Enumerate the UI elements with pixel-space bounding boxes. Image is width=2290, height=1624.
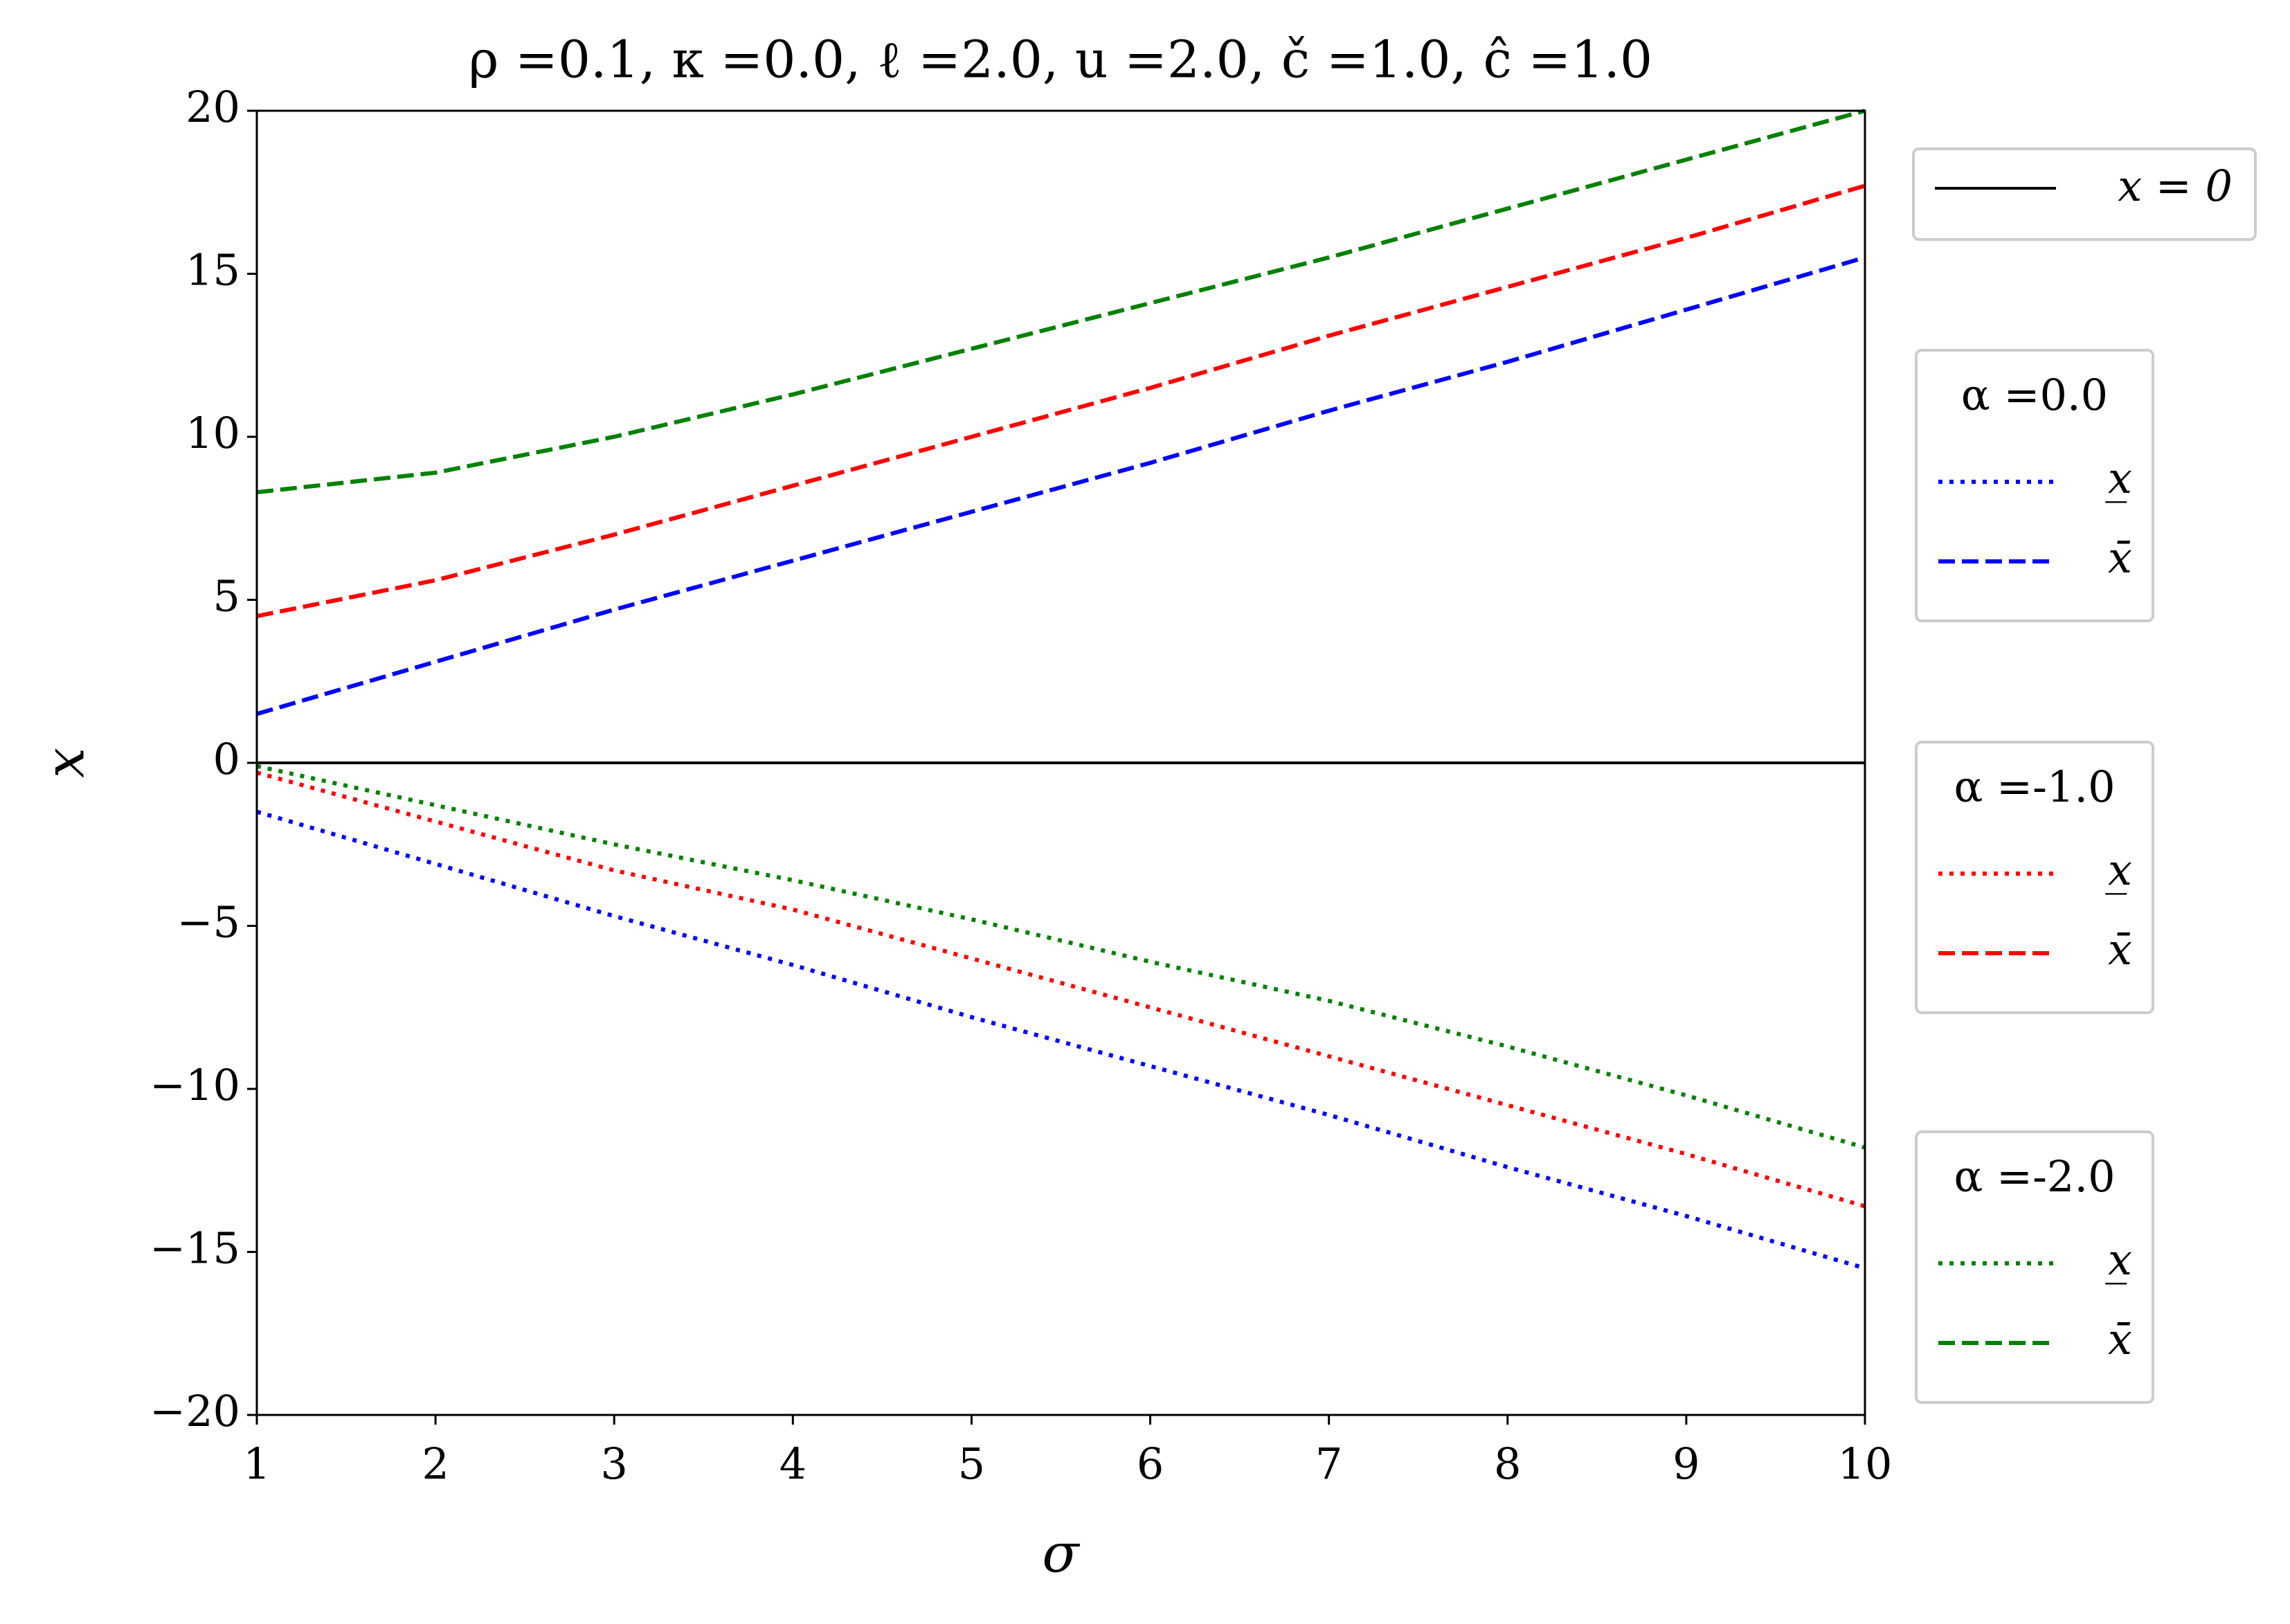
legend-label: x̲ [2105,845,2132,895]
legend-title: α =-2.0 [1954,1151,2115,1202]
y-tick-label: 15 [186,245,240,296]
x-axis-label: σ [1042,1523,1080,1585]
legend-label: x̄ [2108,532,2132,583]
x-tick-label: 3 [600,1438,627,1489]
x-tick-label: 7 [1315,1438,1342,1489]
legend-box [1915,741,2154,1014]
legend-label: x̲ [2105,1234,2132,1285]
series-line [256,809,1866,1270]
legend-title: α =-1.0 [1954,761,2115,812]
y-tick-label: −15 [150,1223,240,1274]
y-tick-label: 10 [186,408,240,458]
series-line [256,255,1866,716]
legend-box [1912,147,2257,241]
y-tick-label: −5 [177,897,240,948]
x-tick-label: 6 [1137,1438,1164,1489]
x-tick-label: 5 [958,1438,985,1489]
legend-label: x = 0 [2118,161,2233,211]
plot-frame [255,109,1866,1416]
legend-box [1915,349,2154,622]
series-line [256,109,1866,495]
series-line [256,183,1866,618]
series-line [256,764,1866,1150]
series-line [256,770,1866,1209]
legend-label: x̄ [2108,1314,2132,1364]
y-tick-label: −10 [150,1060,240,1110]
legend-title: α =0.0 [1961,370,2108,420]
legend-label: x̲ [2105,453,2132,503]
x-tick-label: 8 [1494,1438,1521,1489]
y-tick-label: 0 [213,734,240,784]
legend-box [1915,1130,2154,1404]
x-tick-label: 4 [779,1438,806,1489]
legend-label: x̄ [2108,924,2132,975]
y-tick-label: 5 [213,571,240,622]
x-tick-label: 10 [1838,1438,1893,1489]
chart-title: ρ =0.1, κ =0.0, ℓ =2.0, u =2.0, č =1.0, … [469,30,1652,89]
x-tick-label: 9 [1673,1438,1700,1489]
x-tick-label: 2 [422,1438,449,1489]
y-axis-label: x [35,748,97,778]
x-tick-label: 1 [243,1438,270,1489]
y-tick-label: −20 [150,1386,240,1436]
y-tick-label: 20 [186,82,240,132]
